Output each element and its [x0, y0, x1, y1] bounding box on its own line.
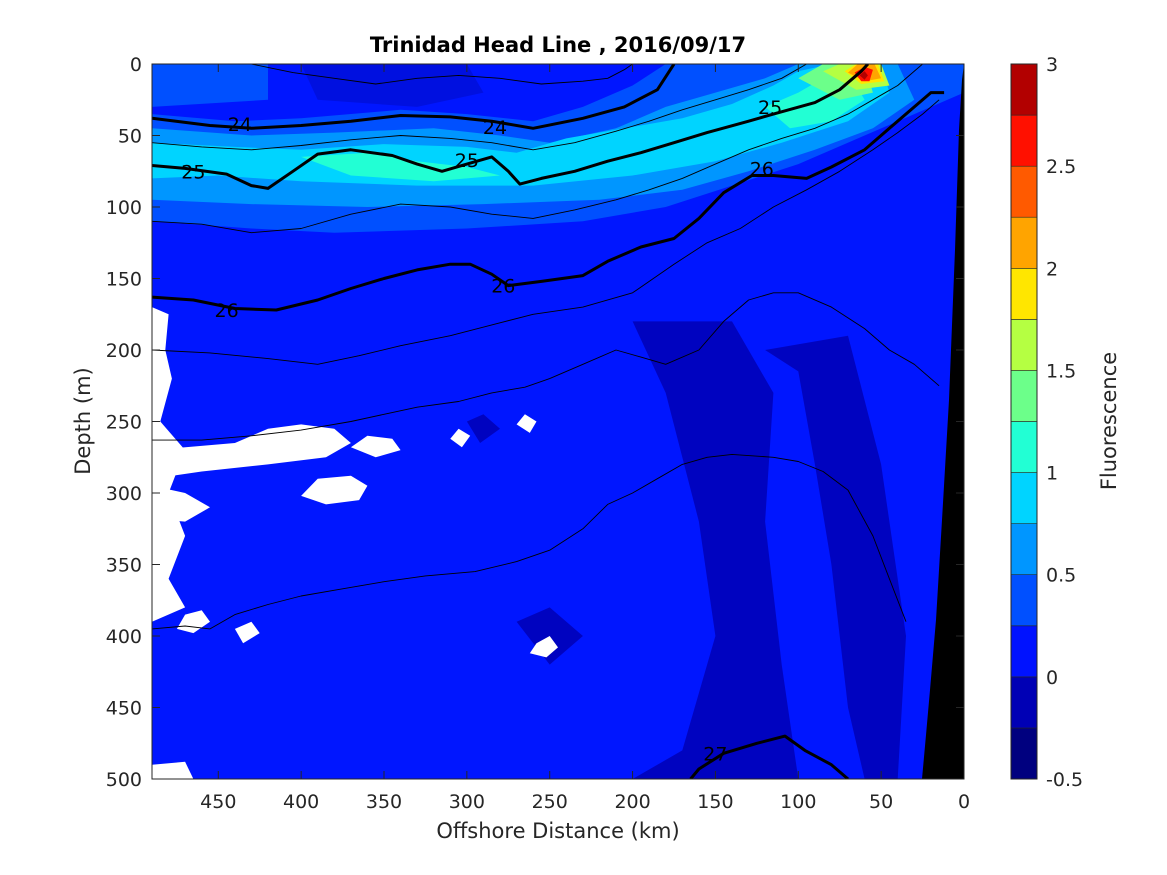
- x-tick-label: 0: [958, 791, 970, 813]
- colorbar-segment: [1010, 676, 1038, 729]
- contour-label: 25: [181, 161, 205, 183]
- no-data-patch: [529, 636, 558, 658]
- colorbar-segment: [1010, 523, 1038, 575]
- contour-label: 26: [750, 158, 774, 180]
- density-contour-line: [152, 292, 940, 441]
- y-tick-label: 200: [106, 340, 142, 362]
- colorbar-segment: [1010, 421, 1038, 473]
- colorbar-segment: [1010, 574, 1038, 627]
- contour-label: 26: [215, 300, 239, 322]
- colorbar-tick-label: 3: [1046, 54, 1058, 76]
- contour-label: 25: [758, 97, 782, 119]
- y-tick-label: 400: [106, 626, 142, 648]
- density-contour-line: [152, 64, 870, 190]
- no-data-patch: [516, 414, 537, 433]
- y-tick-label: 350: [106, 555, 142, 577]
- x-tick-label: 400: [283, 791, 319, 813]
- no-data-patch: [152, 485, 210, 522]
- contour-label: 25: [455, 150, 479, 172]
- colorbar-segment: [1010, 370, 1038, 422]
- colorbar-label: Fluorescence: [1097, 352, 1121, 490]
- fluorescence-field: [152, 64, 964, 779]
- colorbar-segment: [1010, 625, 1038, 678]
- fluorescence-low-patch: [765, 335, 906, 779]
- no-data-patch: [450, 428, 471, 448]
- colorbar: 3 2.5 2 1.5 1 0.5 0 -0.5: [1010, 54, 1083, 791]
- x-axis: 450 400 350 300 250 200 150 100 50 0: [200, 64, 970, 813]
- colorbar-segment: [1010, 114, 1038, 167]
- colorbar-tick-label: 0: [1046, 667, 1058, 689]
- density-contour-line: [152, 453, 907, 630]
- density-contour-line: [152, 64, 923, 234]
- x-tick-label: 100: [780, 791, 816, 813]
- fluorescence-low-patch: [466, 414, 500, 443]
- fluorescence-band: [301, 152, 500, 182]
- no-data-patch: [301, 475, 368, 505]
- colorbar-tick-label: 1.5: [1046, 360, 1076, 382]
- density-contour-line: [152, 64, 807, 151]
- y-tick-label: 100: [106, 197, 142, 219]
- y-tick-label: 50: [118, 126, 142, 148]
- colorbar-tick-label: 0.5: [1046, 565, 1076, 587]
- y-tick-label: 500: [106, 769, 142, 791]
- fluorescence-band: [152, 64, 268, 107]
- density-contour-line: [251, 64, 633, 85]
- colorbar-segment: [1010, 472, 1038, 525]
- contour-label: 27: [703, 743, 727, 765]
- y-tick-label: 250: [106, 412, 142, 434]
- colorbar-tick-label: 2: [1046, 258, 1058, 280]
- density-contour-line: [689, 734, 849, 779]
- colorbar-tick-label: 1: [1046, 463, 1058, 485]
- no-data-patch: [350, 435, 401, 458]
- no-data-patch: [234, 621, 260, 644]
- y-tick-label: 300: [106, 483, 142, 505]
- no-data-patch: [152, 761, 194, 779]
- colorbar-frame: [1010, 63, 1038, 780]
- colorbar-segment: [1010, 319, 1038, 371]
- x-tick-label: 300: [449, 791, 485, 813]
- fluorescence-low-patch: [632, 321, 799, 779]
- x-tick-label: 450: [200, 791, 236, 813]
- no-data-patch: [152, 424, 351, 479]
- colorbar-segment: [1010, 727, 1038, 780]
- colorbar-segment: [1010, 267, 1038, 320]
- colorbar-tick-label: 2.5: [1046, 156, 1076, 178]
- density-contour-line: [152, 64, 676, 130]
- contour-label: 24: [228, 114, 252, 136]
- fluorescence-band: [301, 64, 484, 107]
- y-tick-label: 0: [130, 54, 142, 76]
- chart-title: Trinidad Head Line , 2016/09/17: [370, 33, 746, 57]
- x-axis-label: Offshore Distance (km): [436, 819, 679, 843]
- x-tick-label: 50: [869, 791, 893, 813]
- y-tick-label: 450: [106, 698, 142, 720]
- y-axis-label: Depth (m): [71, 367, 95, 474]
- x-tick-label: 350: [366, 791, 402, 813]
- seafloor-bathymetry: [922, 64, 964, 779]
- y-tick-label: 150: [106, 269, 142, 291]
- density-contour-line: [152, 91, 945, 312]
- colorbar-segment: [1010, 165, 1038, 218]
- x-tick-label: 250: [532, 791, 568, 813]
- colorbar-segment: [1010, 63, 1038, 116]
- fluorescence-low-patch: [516, 607, 583, 665]
- fluorescence-band: [859, 71, 868, 80]
- colorbar-tick-label: -0.5: [1046, 769, 1083, 791]
- x-tick-label: 150: [697, 791, 733, 813]
- x-tick-label: 200: [614, 791, 650, 813]
- colorbar-segment: [1010, 216, 1038, 269]
- contour-label: 26: [491, 276, 515, 298]
- density-contour-line: [152, 99, 940, 365]
- no-data-patch: [176, 610, 210, 634]
- y-axis: 0 50 100 150 200 250 300 350 400 450 500: [106, 54, 964, 791]
- contour-label: 24: [483, 117, 507, 139]
